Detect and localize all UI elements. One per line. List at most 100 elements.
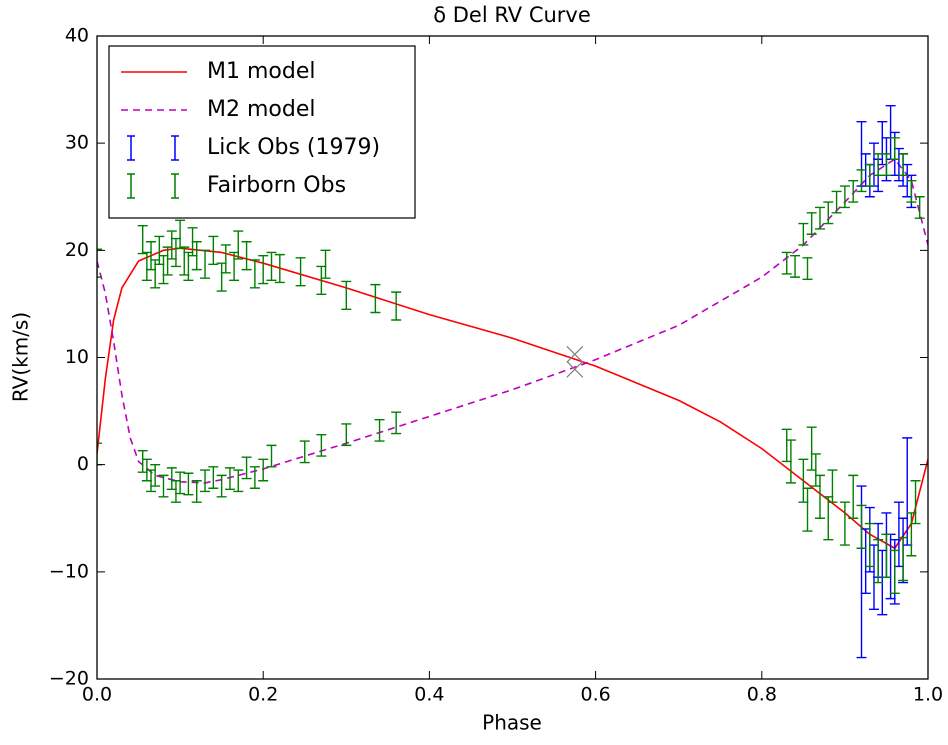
x-tick-label: 0.2 bbox=[248, 684, 278, 706]
legend-box bbox=[108, 45, 416, 219]
error-bar bbox=[839, 185, 850, 209]
error-bar bbox=[902, 437, 913, 546]
error-bar bbox=[848, 474, 859, 519]
error-bar bbox=[839, 501, 850, 546]
error-bar bbox=[266, 444, 277, 468]
error-bar bbox=[216, 474, 227, 498]
error-bar bbox=[158, 474, 169, 498]
y-tick-label: 20 bbox=[65, 239, 89, 261]
error-bar bbox=[191, 241, 202, 271]
legend-label: Lick Obs (1979) bbox=[207, 135, 380, 160]
error-bar bbox=[170, 237, 181, 268]
error-bar bbox=[785, 439, 796, 484]
x-tick-label: 0.4 bbox=[414, 684, 444, 706]
error-bar bbox=[827, 469, 838, 503]
x-axis-label: Phase bbox=[482, 711, 542, 735]
error-bar bbox=[146, 469, 157, 493]
error-bar bbox=[806, 426, 817, 471]
error-bar bbox=[391, 291, 402, 321]
legend-label: M1 model bbox=[207, 59, 315, 84]
error-bar bbox=[183, 472, 194, 496]
error-bar bbox=[856, 169, 867, 193]
error-bar bbox=[150, 463, 161, 487]
error-bar bbox=[906, 512, 917, 557]
error-bar bbox=[889, 137, 900, 160]
error-bar bbox=[873, 538, 884, 584]
error-bar bbox=[233, 469, 244, 493]
error-bar bbox=[229, 251, 240, 282]
error-bar bbox=[166, 230, 177, 260]
y-tick-label: 10 bbox=[65, 346, 89, 368]
error-bar bbox=[781, 251, 792, 275]
error-bar bbox=[175, 471, 186, 495]
error-bar bbox=[391, 411, 402, 435]
error-bar bbox=[170, 480, 181, 503]
error-bar bbox=[208, 466, 219, 489]
error-bar bbox=[241, 456, 252, 480]
error-bar bbox=[864, 163, 875, 187]
legend-swatch bbox=[127, 135, 135, 161]
error-bar bbox=[802, 257, 813, 280]
x-tick-label: 1.0 bbox=[913, 684, 943, 706]
error-bar bbox=[183, 251, 194, 282]
error-bar bbox=[249, 259, 260, 289]
x-marker bbox=[566, 360, 584, 378]
error-bar bbox=[806, 212, 817, 235]
error-bar bbox=[831, 190, 842, 214]
error-bar bbox=[224, 467, 235, 491]
error-bar bbox=[162, 246, 173, 276]
error-bar bbox=[341, 423, 352, 447]
error-bar bbox=[898, 536, 909, 582]
error-bar bbox=[889, 549, 900, 594]
y-tick-label: 30 bbox=[65, 132, 89, 154]
error-bar bbox=[266, 251, 277, 282]
error-bar bbox=[191, 480, 202, 503]
error-bar bbox=[877, 121, 888, 166]
error-bar bbox=[341, 280, 352, 310]
plot-area bbox=[97, 104, 928, 659]
error-bar bbox=[798, 458, 809, 503]
y-tick-label: 0 bbox=[77, 453, 89, 475]
error-bar bbox=[898, 153, 909, 177]
error-bar bbox=[802, 487, 813, 532]
error-bar bbox=[137, 450, 148, 473]
error-bar bbox=[914, 196, 925, 219]
error-bar bbox=[856, 504, 867, 549]
error-bar bbox=[241, 241, 252, 271]
chart-title: δ Del RV Curve bbox=[433, 3, 591, 27]
legend-swatch bbox=[171, 135, 179, 161]
error-bar bbox=[860, 528, 871, 594]
error-bar bbox=[814, 206, 825, 230]
error-bar bbox=[881, 533, 892, 578]
error-bar bbox=[233, 230, 244, 260]
error-bar bbox=[258, 254, 269, 285]
error-bar bbox=[316, 265, 327, 295]
error-bar bbox=[823, 496, 834, 541]
error-bar bbox=[848, 179, 859, 203]
error-bar bbox=[781, 428, 792, 463]
error-bar bbox=[320, 249, 331, 279]
error-bar bbox=[810, 453, 821, 487]
error-bar bbox=[200, 249, 211, 279]
error-bar bbox=[295, 257, 306, 287]
error-bar bbox=[823, 201, 834, 225]
error-bar bbox=[893, 501, 904, 568]
error-bar bbox=[141, 251, 152, 282]
error-bar bbox=[881, 153, 892, 177]
error-bar bbox=[299, 440, 310, 464]
error-bar bbox=[316, 433, 327, 457]
error-bar bbox=[798, 222, 809, 246]
y-tick-label: −10 bbox=[49, 560, 89, 582]
x-tick-label: 0.0 bbox=[82, 684, 112, 706]
model-line bbox=[97, 247, 928, 550]
y-tick-label: 40 bbox=[65, 25, 89, 47]
error-bar bbox=[910, 480, 921, 525]
error-bar bbox=[906, 179, 917, 203]
legend-swatch bbox=[171, 173, 179, 199]
error-bar bbox=[370, 283, 381, 314]
legend-label: Fairborn Obs bbox=[207, 173, 346, 198]
error-bar bbox=[158, 254, 169, 285]
error-bar bbox=[220, 244, 231, 274]
x-tick-label: 0.6 bbox=[580, 684, 610, 706]
